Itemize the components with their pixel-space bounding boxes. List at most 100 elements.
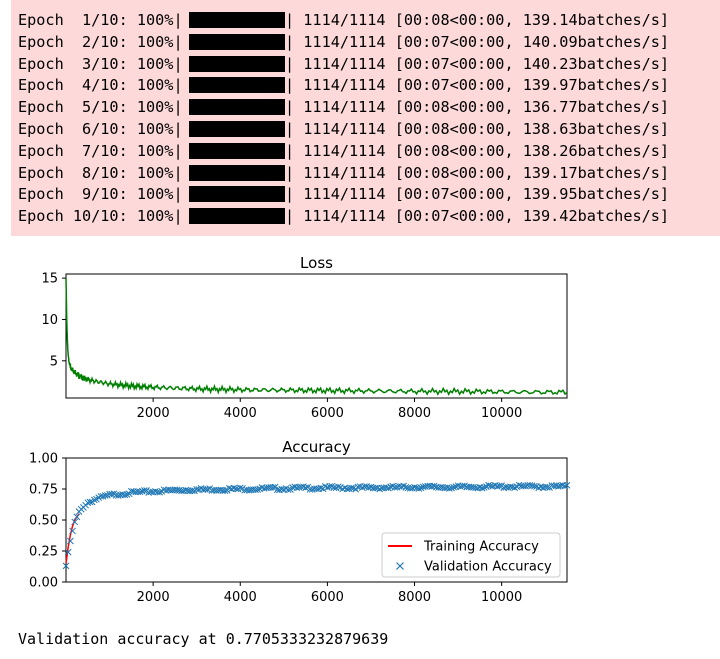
chart-title: Loss xyxy=(300,254,333,272)
validation-marker xyxy=(71,518,79,526)
progress-line: Epoch 5/10: 100%| | 1114/1114 [00:08<00:0… xyxy=(18,96,669,118)
validation-marker xyxy=(236,484,244,492)
validation-marker xyxy=(415,485,423,492)
validation-marker xyxy=(99,493,107,500)
validation-marker xyxy=(123,491,131,498)
y-tick-label: 1.00 xyxy=(29,452,58,467)
progress-epoch-label: Epoch 7/10: 100%| xyxy=(18,141,183,160)
progress-line: Epoch 3/10: 100%| | 1114/1114 [00:07<00:0… xyxy=(18,53,669,75)
validation-marker xyxy=(101,492,109,499)
validation-marker xyxy=(136,488,144,496)
x-tick-label: 6000 xyxy=(311,406,344,421)
progress-line: Epoch 9/10: 100%| | 1114/1114 [00:07<00:0… xyxy=(18,183,669,205)
validation-marker xyxy=(197,484,205,492)
validation-marker xyxy=(108,490,116,498)
y-tick-label: 0.25 xyxy=(29,545,58,560)
legend-label: Validation Accuracy xyxy=(424,560,552,575)
validation-marker xyxy=(411,483,418,491)
progress-epoch-label: Epoch 8/10: 100%| xyxy=(18,163,183,182)
validation-marker xyxy=(544,483,551,491)
progress-epoch-label: Epoch 2/10: 100%| xyxy=(18,32,183,51)
validation-marker xyxy=(417,484,425,492)
validation-marker xyxy=(64,548,72,556)
validation-marker xyxy=(269,484,277,491)
x-tick-label: 10000 xyxy=(481,590,522,605)
progress-epoch-label: Epoch 3/10: 100%| xyxy=(18,54,183,73)
validation-marker xyxy=(430,482,438,490)
progress-line: Epoch 7/10: 100%| | 1114/1114 [00:08<00:0… xyxy=(18,140,669,162)
validation-marker xyxy=(446,485,453,492)
validation-marker xyxy=(563,481,571,489)
y-tick-label: 5 xyxy=(50,354,58,369)
progress-bar xyxy=(189,142,285,159)
progress-line: Epoch 8/10: 100%| | 1114/1114 [00:08<00:0… xyxy=(18,162,669,184)
plots-area: Loss 2000 4000 6000 8000 10000 5 10 15 Accuracy 20… xyxy=(29,254,571,605)
progress-line: Epoch 10/10: 100%| | 1114/1114 [00:07<00:… xyxy=(18,205,669,227)
progress-bar xyxy=(189,55,285,72)
progress-line: Epoch 2/10: 100%| | 1114/1114 [00:07<00:0… xyxy=(18,31,669,53)
validation-marker xyxy=(450,483,458,491)
progress-line: Epoch 4/10: 100%| | 1114/1114 [00:07<00:0… xyxy=(18,74,669,96)
validation-marker xyxy=(284,486,292,494)
validation-marker xyxy=(347,484,355,492)
y-tick-label: 0.00 xyxy=(29,576,58,591)
progress-stats: | 1114/1114 [00:08<00:00, 138.63batches/… xyxy=(285,120,670,138)
x-tick-label: 4000 xyxy=(224,406,257,421)
progress-epoch-label: Epoch 6/10: 100%| xyxy=(18,120,183,138)
validation-marker xyxy=(282,485,290,492)
validation-marker xyxy=(358,484,366,491)
validation-marker xyxy=(69,527,76,535)
validation-marker xyxy=(62,562,70,570)
progress-bar xyxy=(189,99,285,116)
progress-bar xyxy=(189,12,285,28)
legend-label: Training Accuracy xyxy=(423,540,539,555)
validation-marker xyxy=(141,487,148,494)
validation-marker xyxy=(156,488,164,496)
validation-marker xyxy=(334,483,342,491)
validation-marker xyxy=(448,484,455,492)
progress-epoch-label: Epoch 10/10: 100%| xyxy=(18,207,183,226)
validation-marker xyxy=(188,487,196,495)
progress-line: Epoch 1/10: 100%| | 1114/1114 [00:08<00:0… xyxy=(18,9,669,31)
validation-marker xyxy=(376,485,384,493)
validation-marker xyxy=(86,498,94,506)
validation-marker xyxy=(530,482,538,490)
validation-marker xyxy=(90,496,98,504)
validation-marker xyxy=(302,484,309,492)
progress-stats: | 1114/1114 [00:07<00:00, 140.09batches/… xyxy=(285,32,670,51)
progress-epoch-label: Epoch 4/10: 100%| xyxy=(18,76,183,95)
y-tick-label: 0.50 xyxy=(29,514,58,529)
validation-marker xyxy=(67,537,74,545)
loss-line xyxy=(65,278,568,396)
x-tick-label: 2000 xyxy=(137,590,170,605)
y-tick-label: 15 xyxy=(41,272,58,287)
legend-box xyxy=(381,532,561,578)
validation-marker xyxy=(511,484,519,491)
x-tick-label: 4000 xyxy=(224,590,257,605)
progress-epoch-label: Epoch 5/10: 100%| xyxy=(18,98,183,117)
progress-stats: | 1114/1114 [00:07<00:00, 140.23batches/… xyxy=(285,54,670,73)
validation-marker xyxy=(221,487,229,495)
y-tick-label: 10 xyxy=(41,313,58,328)
x-tick-label: 10000 xyxy=(481,406,522,421)
progress-bar xyxy=(189,121,285,137)
x-tick-label: 2000 xyxy=(137,406,170,421)
validation-marker xyxy=(73,513,81,521)
x-tick-label: 8000 xyxy=(398,406,431,421)
validation-marker xyxy=(561,482,569,490)
validation-marker xyxy=(254,486,262,493)
progress-stats: | 1114/1114 [00:08<00:00, 136.77batches/… xyxy=(285,98,670,117)
validation-marker xyxy=(478,484,486,492)
progress-stats: | 1114/1114 [00:07<00:00, 139.97batches/… xyxy=(285,76,670,95)
progress-bar xyxy=(189,77,285,94)
validation-marker xyxy=(317,484,325,492)
progress-stats: | 1114/1114 [00:08<00:00, 138.26batches/… xyxy=(285,141,670,160)
x-tick-label: 8000 xyxy=(398,590,431,605)
x-tick-label: 6000 xyxy=(311,590,344,605)
chart-title: Accuracy xyxy=(282,438,351,456)
validation-marker xyxy=(121,491,129,499)
progress-bar xyxy=(189,33,285,50)
validation-marker xyxy=(204,485,211,493)
progress-bar xyxy=(189,164,285,181)
validation-marker xyxy=(496,482,503,490)
